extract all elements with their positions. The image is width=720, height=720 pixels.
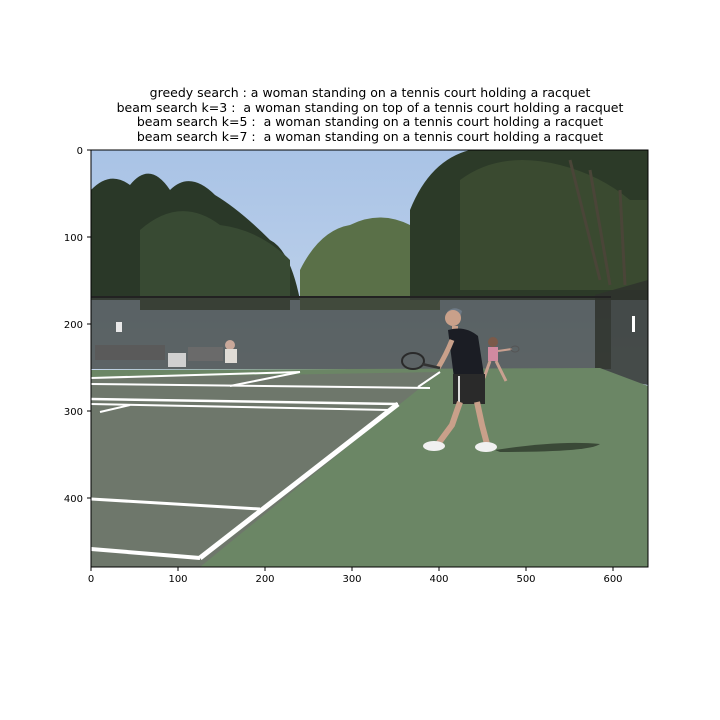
title-greedy: greedy search : a woman standing on a te… <box>149 85 591 100</box>
y-tick-label: 0 <box>77 146 83 157</box>
trees <box>91 150 648 310</box>
fence <box>91 280 648 385</box>
y-tick-label: 200 <box>64 320 83 331</box>
court-lines <box>91 371 441 560</box>
axes-frame <box>90 149 649 568</box>
y-axis: 0 100 200 300 400 <box>64 146 91 505</box>
main-player <box>401 308 497 452</box>
x-tick-label: 600 <box>603 574 622 585</box>
background-benches <box>95 340 237 367</box>
title-beam-k3: beam search k=3 : a woman standing on to… <box>116 99 624 115</box>
y-tick-label: 100 <box>64 233 83 244</box>
distant-player <box>482 337 520 382</box>
x-tick-label: 400 <box>429 574 448 585</box>
y-tick-label: 300 <box>64 407 83 418</box>
x-tick-label: 300 <box>342 574 361 585</box>
plot-titles: greedy search : a woman standing on a te… <box>0 85 720 144</box>
x-axis: 0 100 200 300 400 500 600 <box>88 567 623 585</box>
x-tick-label: 0 <box>88 574 94 585</box>
y-tick-label: 400 <box>64 494 83 505</box>
title-beam-k7: beam search k=7 : a woman standing on a … <box>136 128 604 144</box>
title-beam-k5: beam search k=5 : a woman standing on a … <box>136 114 604 130</box>
x-tick-label: 100 <box>168 574 187 585</box>
court-inner <box>91 372 440 567</box>
x-tick-label: 500 <box>516 574 535 585</box>
player-shadow <box>495 442 600 452</box>
tennis-photo <box>91 150 648 567</box>
x-tick-label: 200 <box>255 574 274 585</box>
